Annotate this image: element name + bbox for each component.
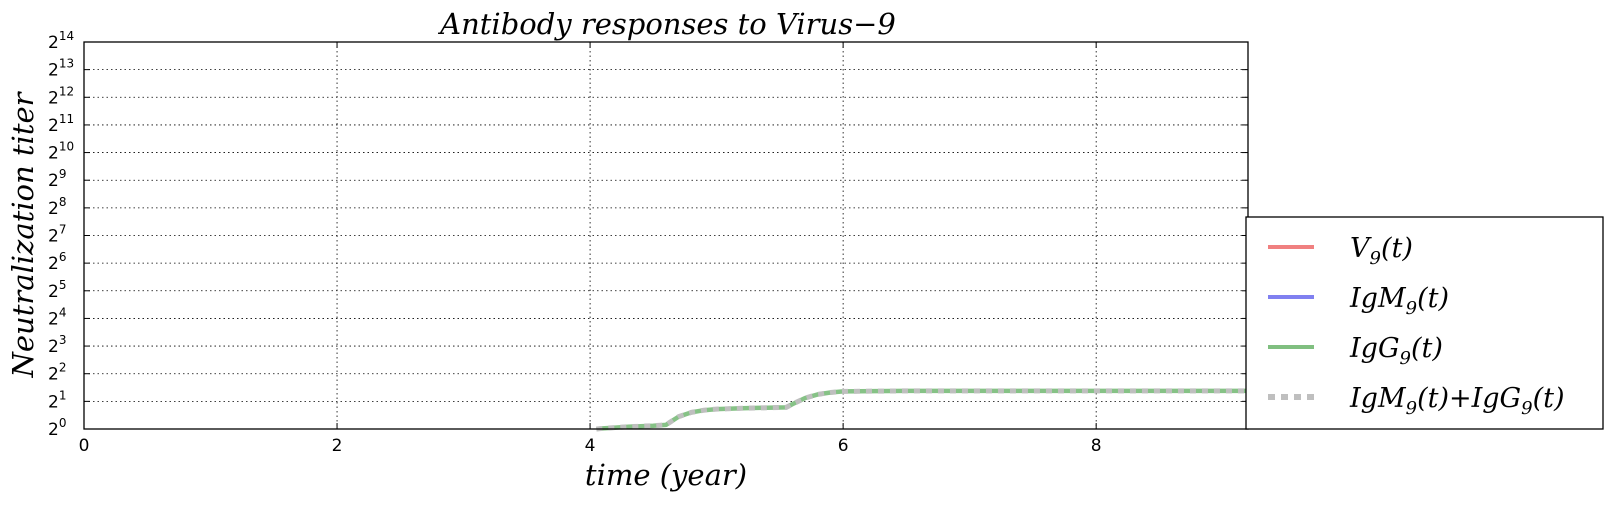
x-tick-label: 6: [838, 436, 849, 456]
grid: [83, 41, 1248, 430]
y-tick-label: 29: [48, 167, 66, 191]
y-tick-label: 24: [48, 305, 66, 329]
x-tick-label: 8: [1091, 436, 1102, 456]
y-tick-label: 20: [48, 416, 66, 440]
y-axis-label: Neutralization titer: [6, 90, 40, 378]
y-tick-label: 25: [48, 278, 66, 302]
y-tick-label: 211: [48, 112, 74, 136]
legend-box: [1245, 216, 1604, 430]
y-tick-label: 27: [48, 223, 66, 247]
series-line-3: [596, 388, 1248, 432]
chart-title: Antibody responses to Virus−9: [437, 7, 896, 41]
legend-label-0: V9(t): [1350, 233, 1413, 269]
legend-label-1: IgM9(t): [1349, 283, 1449, 319]
legend: V9(t) IgM9(t) IgG9(t) IgM9(t)+IgG9(t): [1245, 216, 1604, 430]
y-tick-label: 23: [48, 333, 66, 357]
y-tick-label: 26: [48, 250, 66, 274]
y-tick-label: 21: [48, 388, 66, 412]
y-tick-label: 212: [48, 84, 74, 108]
y-tick-labels: 20 21 22 23 24 25 26 27 28 29 210 211 212 213 214: [48, 29, 74, 440]
x-tick-label: 2: [332, 436, 343, 456]
y-tick-label: 28: [48, 195, 66, 219]
x-tick-label: 0: [79, 436, 90, 456]
legend-label-2: IgG9(t): [1349, 333, 1443, 369]
legend-label-3: IgM9(t)+IgG9(t): [1349, 383, 1565, 419]
y-tick-label: 210: [48, 140, 74, 164]
x-tick-label: 4: [585, 436, 596, 456]
y-tick-label: 213: [48, 57, 74, 81]
series-lines: [596, 388, 1248, 432]
y-tick-label: 22: [48, 361, 66, 385]
y-tick-label: 214: [48, 29, 74, 53]
x-tick-labels: 0 2 4 6 8: [79, 436, 1102, 456]
x-axis-label: time (year): [585, 458, 747, 492]
